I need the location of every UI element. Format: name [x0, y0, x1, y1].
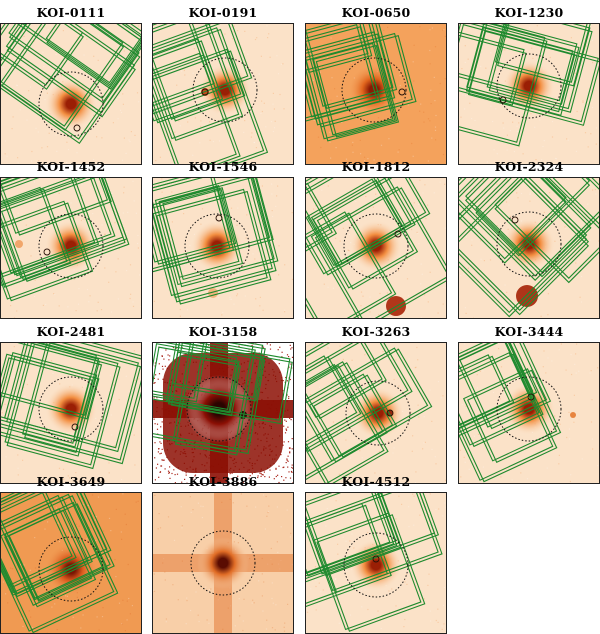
aperture-outlines	[153, 178, 283, 312]
star-image	[0, 23, 142, 165]
neighbor-star	[570, 412, 576, 418]
star-image	[0, 177, 142, 319]
panel-title: KOI-1452	[0, 157, 142, 177]
star-image	[458, 177, 600, 319]
star-image	[0, 342, 142, 484]
star-image	[152, 342, 294, 484]
aperture-outlines	[1, 493, 128, 633]
star-image	[152, 23, 294, 165]
neighbor-star	[15, 240, 23, 248]
star-image	[458, 23, 600, 165]
star-image	[152, 177, 294, 319]
star-image	[0, 492, 142, 634]
panel-title: KOI-0111	[0, 3, 142, 23]
panel-title: KOI-0650	[305, 3, 447, 23]
panel-title: KOI-1812	[305, 157, 447, 177]
star-image	[305, 23, 447, 165]
panel-title: KOI-2324	[458, 157, 600, 177]
star-image	[305, 177, 447, 319]
panel-title: KOI-2481	[0, 322, 142, 342]
panel-title: KOI-3886	[152, 472, 294, 492]
neighbor-star	[516, 285, 538, 307]
panel-title: KOI-1546	[152, 157, 294, 177]
star-image	[305, 492, 447, 634]
panel-title: KOI-1230	[458, 3, 600, 23]
aperture-outlines	[459, 24, 599, 161]
panel-title: KOI-4512	[305, 472, 447, 492]
star-image	[458, 342, 600, 484]
panel-title: KOI-3263	[305, 322, 447, 342]
star-image	[305, 342, 447, 484]
panel-title: KOI-3444	[458, 322, 600, 342]
panel-title: KOI-3158	[152, 322, 294, 342]
panel-title: KOI-0191	[152, 3, 294, 23]
panel-title: KOI-3649	[0, 472, 142, 492]
star-image	[152, 492, 294, 634]
